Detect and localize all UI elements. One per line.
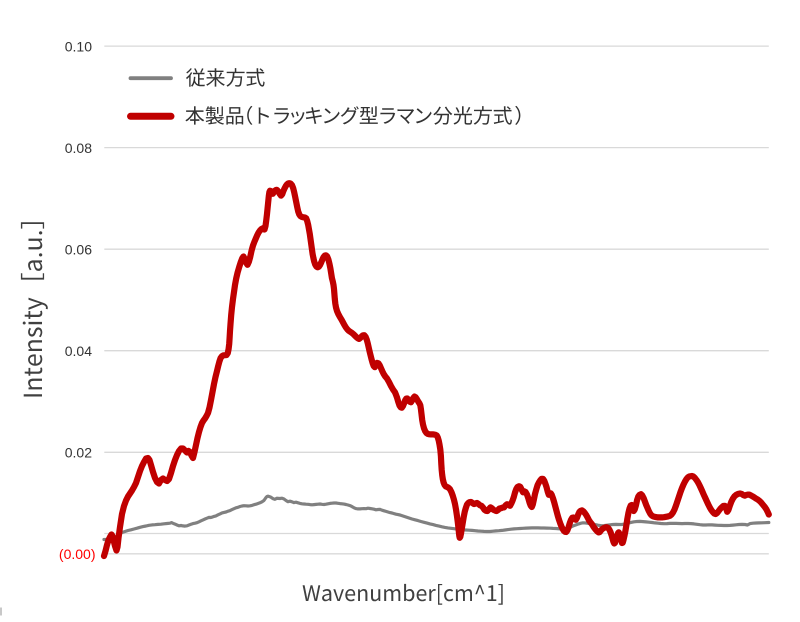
svg-text:0.04: 0.04 bbox=[65, 343, 92, 359]
svg-text:(0.00): (0.00) bbox=[59, 546, 96, 562]
svg-text:0.08: 0.08 bbox=[65, 140, 92, 156]
svg-text:0.02: 0.02 bbox=[65, 445, 92, 461]
svg-text:0.10: 0.10 bbox=[65, 38, 92, 54]
svg-text:0.06: 0.06 bbox=[65, 241, 92, 257]
